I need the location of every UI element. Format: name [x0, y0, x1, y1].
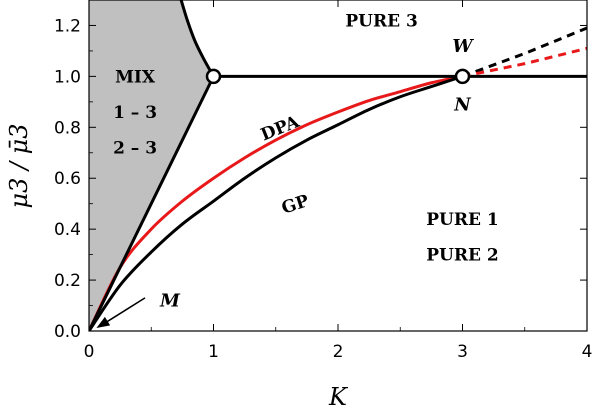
dpa-label: DPA [258, 112, 303, 146]
x-tick-label: 4 [582, 342, 593, 362]
y-tick-label: 0.4 [54, 220, 81, 240]
y-tick-label: 0.0 [54, 322, 81, 342]
x-tick-label: 3 [457, 342, 468, 362]
y-tick-label: 1.0 [54, 67, 81, 87]
critical-point-marker [205, 68, 222, 85]
n-dashed-extension [462, 46, 587, 78]
y-tick-label: 1.2 [54, 16, 81, 36]
pure-3-label: PURE 3 [345, 11, 417, 31]
mix-label: MIX [115, 67, 156, 87]
y-tick-label: 0.6 [54, 169, 81, 189]
mix-2-3-label: 2 – 3 [113, 139, 157, 159]
pure-2-label: PURE 2 [426, 246, 498, 266]
pure-1-label: PURE 1 [426, 210, 498, 230]
y-tick-label: 0.2 [54, 271, 81, 291]
mix-upper-boundary-curve [179, 0, 215, 78]
y-axis-label: μ3 / μ̄3 [5, 123, 33, 208]
mix-region-fill [89, 0, 214, 331]
m-pointer-arrow-line [103, 297, 146, 325]
n-point-label: N [453, 94, 472, 115]
x-axis-label: K [328, 383, 349, 411]
w-dashed-extension [461, 26, 587, 78]
dpa-curve [89, 74, 463, 331]
diagonal-boundary-line [89, 75, 215, 331]
critical-point-marker [454, 68, 471, 85]
m-point-label: M [159, 290, 181, 311]
mix-1-3-label: 1 – 3 [113, 103, 157, 123]
m-pointer-arrow-head [96, 316, 111, 328]
x-tick-label: 2 [333, 342, 344, 362]
w-point-label: W [452, 36, 474, 57]
plot-area: 0 1 2 3 4 0.0 0.2 0.4 0.6 0.8 1.0 1.2 PURE 3 MIX 1 – … [54, 0, 592, 362]
gp-label: GP [279, 191, 311, 219]
x-tick-label: 1 [208, 342, 219, 362]
y-tick-label: 0.8 [54, 118, 81, 138]
x-tick-label: 0 [84, 342, 95, 362]
gp-curve [89, 74, 463, 331]
